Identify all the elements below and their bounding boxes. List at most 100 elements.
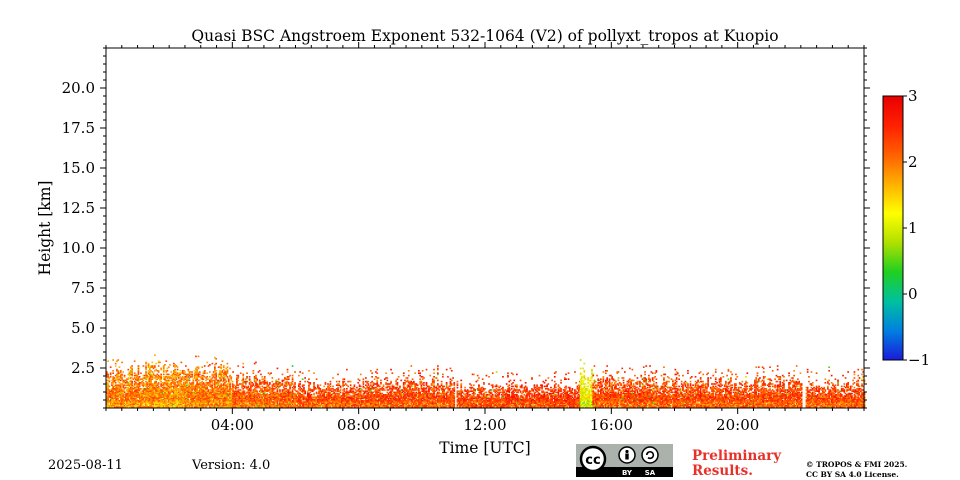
data-cell <box>203 383 206 385</box>
data-cell <box>381 400 384 402</box>
data-cell <box>324 404 327 407</box>
data-cell <box>258 395 261 397</box>
data-cell <box>289 398 291 401</box>
data-cell <box>156 389 159 391</box>
data-cell <box>201 374 204 377</box>
data-cell <box>181 372 184 374</box>
data-cell <box>426 397 429 400</box>
data-cell <box>319 400 322 402</box>
data-cell <box>239 391 242 394</box>
data-cell <box>401 397 404 400</box>
data-cell <box>209 379 211 382</box>
data-cell <box>193 401 196 403</box>
data-cell <box>216 386 219 389</box>
data-cell <box>375 406 377 408</box>
data-cell <box>211 373 214 376</box>
data-cell <box>251 395 253 397</box>
data-cell <box>295 404 298 407</box>
data-cell <box>337 402 339 404</box>
data-cell <box>342 404 344 407</box>
data-cell <box>375 390 377 392</box>
data-cell <box>209 395 211 397</box>
data-cell <box>114 378 117 380</box>
data-cell <box>241 384 243 386</box>
data-cell <box>419 400 421 402</box>
data-cell <box>207 391 210 394</box>
data-cell <box>301 378 304 380</box>
data-cell <box>289 400 291 402</box>
data-cell <box>426 404 429 407</box>
data-cell <box>329 403 332 406</box>
data-cell <box>164 401 166 403</box>
data-cell <box>318 406 320 408</box>
data-cell <box>225 367 228 370</box>
data-cell <box>359 403 362 406</box>
data-cell <box>142 388 145 390</box>
data-cell <box>381 403 384 406</box>
data-cell <box>174 368 176 371</box>
data-cell <box>429 406 432 408</box>
data-cell <box>116 368 118 371</box>
data-cell <box>114 396 117 398</box>
data-cell <box>270 396 272 398</box>
data-cell <box>256 391 258 394</box>
data-cell <box>271 396 274 398</box>
data-cell <box>113 392 116 395</box>
data-cell <box>216 395 219 397</box>
data-cell <box>165 383 168 385</box>
data-cell <box>346 394 348 396</box>
data-cell <box>184 391 186 394</box>
data-cell <box>162 404 165 407</box>
data-cell <box>380 396 382 398</box>
data-cell <box>245 401 247 403</box>
data-cell <box>386 383 389 385</box>
data-cell <box>430 400 433 402</box>
data-cell <box>405 404 408 407</box>
data-cell <box>420 376 423 378</box>
data-cell <box>226 384 229 386</box>
data-cell <box>131 398 133 401</box>
data-cell <box>190 392 192 395</box>
data-cell <box>229 388 231 390</box>
data-cell <box>339 385 342 388</box>
data-cell <box>325 388 328 390</box>
data-cell <box>147 401 150 403</box>
data-cell <box>147 395 150 397</box>
data-cell <box>276 383 279 385</box>
data-cell <box>191 391 193 394</box>
data-cell <box>173 386 175 389</box>
data-cell <box>111 388 113 390</box>
data-cell <box>181 376 184 378</box>
data-cell <box>138 394 141 396</box>
data-cell <box>380 395 382 397</box>
data-cell <box>421 397 424 400</box>
data-cell <box>137 371 140 373</box>
data-cell <box>195 404 197 407</box>
data-cell <box>126 395 128 397</box>
data-cell <box>247 396 250 398</box>
data-cell <box>217 380 220 383</box>
data-cell <box>224 390 226 392</box>
data-cell <box>140 401 142 403</box>
data-cell <box>186 403 188 406</box>
data-cell <box>419 396 421 398</box>
data-cell <box>315 406 318 408</box>
data-cell <box>280 397 282 400</box>
data-cell <box>196 402 198 404</box>
data-cell <box>315 397 318 400</box>
data-cell <box>243 390 246 392</box>
data-cell <box>226 376 229 378</box>
data-cell <box>121 391 123 394</box>
data-cell <box>402 398 405 401</box>
data-cell <box>227 397 230 400</box>
data-cell <box>309 388 312 390</box>
data-cell <box>222 366 225 368</box>
data-cell <box>376 391 379 394</box>
data-cell <box>221 400 224 402</box>
data-cell <box>253 392 256 395</box>
data-cell <box>152 385 155 388</box>
data-cell <box>131 370 133 372</box>
data-cell <box>138 398 141 401</box>
data-cell <box>145 383 147 385</box>
data-cell <box>202 401 205 403</box>
